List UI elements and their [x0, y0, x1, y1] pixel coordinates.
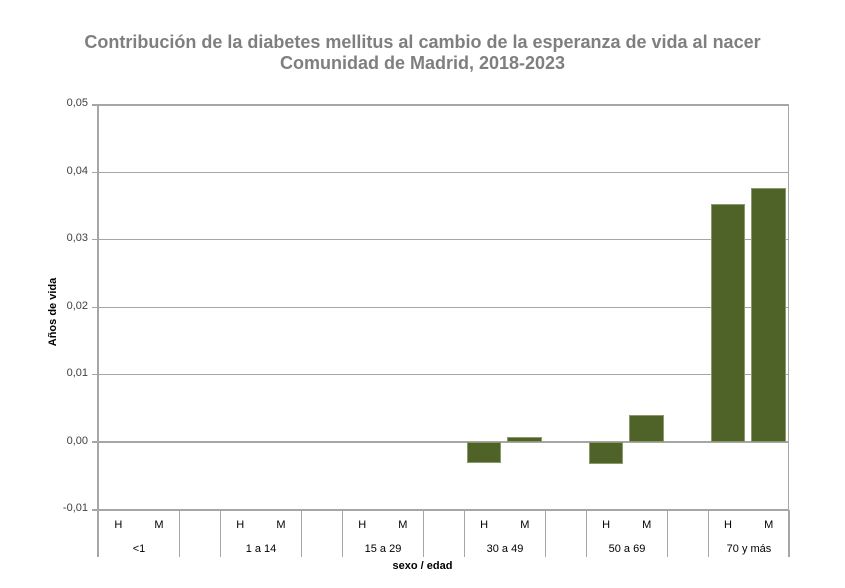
- x-sex-label: M: [276, 519, 286, 531]
- bar: [629, 415, 665, 442]
- y-axis-label: Años de vida: [47, 277, 59, 347]
- x-sex-label: M: [398, 519, 408, 531]
- x-axis-separator: [586, 510, 587, 557]
- gridline-0.05: [92, 104, 789, 106]
- zero-line: [92, 441, 789, 443]
- x-axis-separator: [545, 510, 546, 557]
- x-group-label: 1 a 14: [245, 543, 277, 555]
- x-sex-label: M: [520, 519, 530, 531]
- x-axis-separator: [301, 510, 302, 557]
- x-axis-separator: [179, 510, 180, 557]
- x-axis-separator: [464, 510, 465, 557]
- x-sex-label: H: [114, 519, 123, 531]
- y-tick: 0,01: [66, 367, 88, 379]
- x-axis-separator: [788, 510, 789, 557]
- x-axis-separator: [342, 510, 343, 557]
- y-tick: 0,05: [66, 97, 88, 109]
- x-group-label: 70 y más: [726, 543, 772, 555]
- y-tick: 0,04: [66, 165, 88, 177]
- gridline-0.01: [92, 374, 789, 375]
- x-axis-separator: [423, 510, 424, 557]
- x-axis-label: sexo / edad: [392, 560, 453, 572]
- y-tick: 0,00: [66, 435, 88, 447]
- bar: [466, 442, 502, 463]
- gridline-0.03: [92, 239, 789, 240]
- x-axis-separator: [667, 510, 668, 557]
- x-sex-label: M: [642, 519, 652, 531]
- x-sex-label: M: [154, 519, 164, 531]
- x-axis-bottom-line: [92, 509, 789, 511]
- y-axis-line: [97, 105, 99, 557]
- x-axis-separator: [220, 510, 221, 557]
- x-group-label: 15 a 29: [364, 543, 402, 555]
- x-axis-separator: [98, 510, 99, 557]
- bar: [710, 203, 746, 442]
- x-sex-label: H: [724, 519, 732, 531]
- chart-title-line1: Contribución de la diabetes mellitus al …: [84, 32, 761, 52]
- x-group-label: 50 a 69: [608, 543, 646, 555]
- x-sex-label: H: [480, 519, 489, 531]
- chart-title-line2: Comunidad de Madrid, 2018-2023: [279, 53, 566, 73]
- y-tick: -0,01: [62, 502, 88, 514]
- chart-title: Contribución de la diabetes mellitus al …: [0, 32, 845, 74]
- bar: [507, 436, 543, 442]
- x-group-label: <1: [132, 543, 146, 555]
- bar: [751, 188, 786, 442]
- bar: [588, 442, 624, 464]
- y-tick: 0,03: [66, 232, 88, 244]
- x-axis-separator: [789, 510, 790, 557]
- gridline-0.04: [92, 172, 789, 173]
- x-sex-label: H: [236, 519, 245, 531]
- gridline-0.02: [92, 307, 789, 308]
- x-axis-separator: [708, 510, 709, 557]
- x-sex-label: H: [602, 519, 611, 531]
- y-tick: 0,02: [66, 300, 88, 312]
- x-sex-label: H: [358, 519, 367, 531]
- x-sex-label: M: [764, 519, 774, 531]
- x-group-label: 30 a 49: [486, 543, 524, 555]
